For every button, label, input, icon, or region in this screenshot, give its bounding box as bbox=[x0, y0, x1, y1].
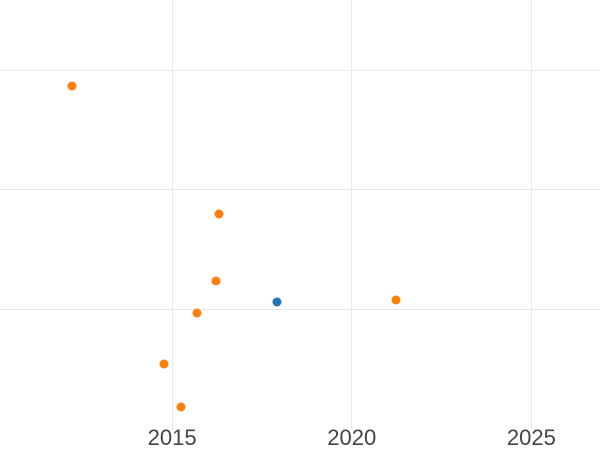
x-tick-mark bbox=[530, 425, 532, 429]
horizontal-gridline bbox=[0, 69, 600, 71]
horizontal-gridline bbox=[0, 189, 600, 191]
data-point-series-1 bbox=[211, 276, 221, 286]
data-point-series-1 bbox=[192, 308, 202, 318]
horizontal-gridline bbox=[0, 308, 600, 310]
vertical-gridline bbox=[171, 0, 173, 425]
vertical-gridline bbox=[530, 0, 532, 425]
data-point-series-1 bbox=[67, 81, 77, 91]
data-point-series-1 bbox=[176, 402, 186, 412]
data-point-series-2 bbox=[272, 297, 282, 307]
x-tick-label: 2020 bbox=[327, 425, 377, 450]
data-point-series-1 bbox=[391, 295, 401, 305]
x-tick-label: 2015 bbox=[147, 425, 197, 450]
vertical-gridline bbox=[351, 0, 353, 425]
data-point-series-1 bbox=[214, 209, 224, 219]
x-tick-label: 2025 bbox=[506, 425, 556, 450]
x-tick-mark bbox=[351, 425, 353, 429]
plot-area bbox=[0, 0, 600, 425]
data-point-series-1 bbox=[159, 359, 169, 369]
x-tick-mark bbox=[171, 425, 173, 429]
